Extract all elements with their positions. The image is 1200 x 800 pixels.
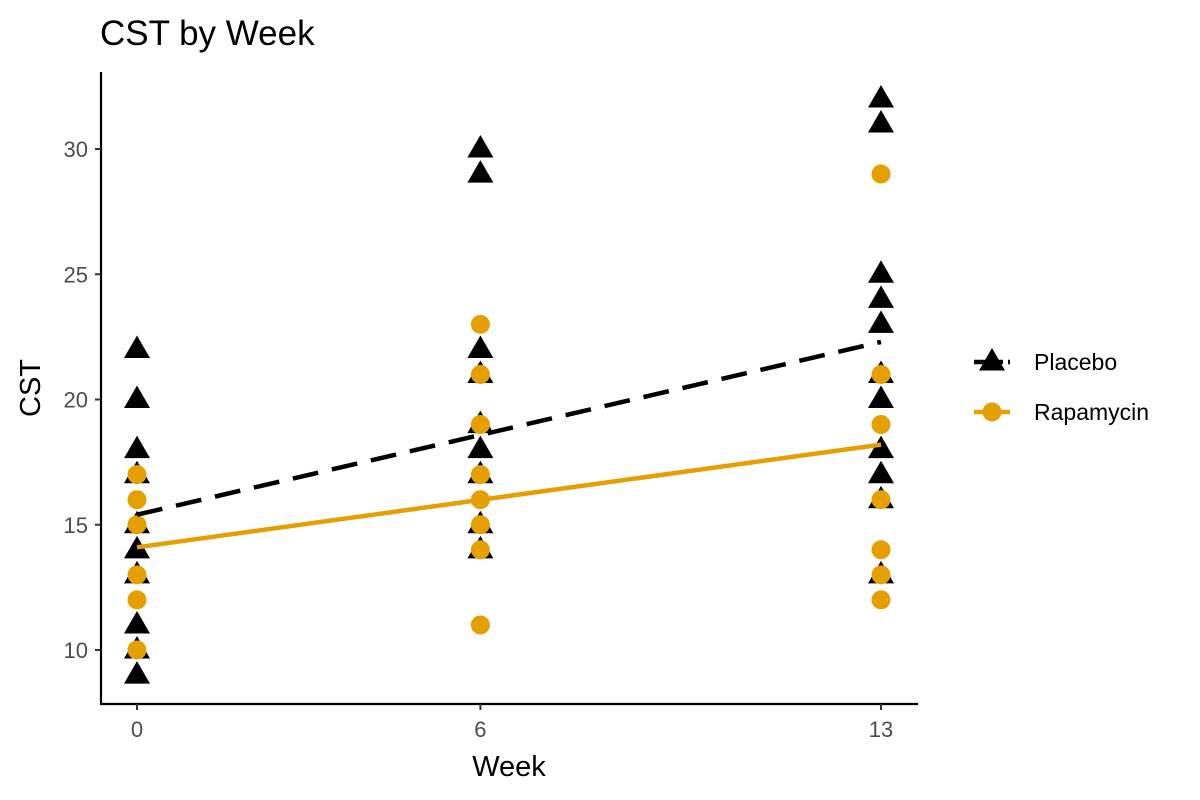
- data-point-placebo: [467, 135, 494, 158]
- data-point-rapamycin: [127, 640, 147, 660]
- legend: Placebo Rapamycin: [974, 348, 1149, 425]
- data-point-placebo: [868, 460, 894, 484]
- data-point-rapamycin: [127, 565, 147, 585]
- y-tick-label: 20: [64, 388, 88, 413]
- y-tick-label: 30: [64, 137, 88, 162]
- y-tick-label: 10: [64, 638, 88, 663]
- y-axis-ticks: 10 15 20 25 30: [64, 137, 101, 663]
- data-points: [124, 84, 894, 684]
- data-point-rapamycin: [871, 364, 891, 384]
- data-point-rapamycin: [470, 364, 490, 384]
- trend-line-rapamycin: [136, 442, 882, 550]
- data-point-rapamycin: [871, 415, 891, 435]
- data-point-rapamycin: [470, 615, 490, 635]
- y-tick-label: 25: [64, 262, 88, 287]
- data-point-rapamycin: [470, 415, 490, 435]
- data-point-placebo: [124, 435, 150, 459]
- data-point-placebo: [868, 109, 894, 133]
- data-point-rapamycin: [470, 314, 490, 334]
- data-point-rapamycin: [470, 465, 490, 485]
- data-point-placebo: [868, 310, 894, 333]
- data-point-rapamycin: [127, 590, 147, 610]
- legend-item-placebo: Placebo: [974, 348, 1117, 375]
- x-axis-title: Week: [472, 751, 546, 783]
- data-point-placebo: [868, 84, 894, 108]
- data-point-rapamycin: [871, 565, 891, 585]
- x-tick-label: 13: [869, 717, 893, 742]
- data-point-rapamycin: [871, 164, 891, 184]
- data-point-rapamycin: [127, 515, 147, 535]
- data-point-placebo: [868, 435, 894, 459]
- data-point-rapamycin: [470, 515, 490, 535]
- data-point-placebo: [868, 385, 894, 409]
- trend-line-placebo: [136, 339, 882, 517]
- data-point-rapamycin: [470, 540, 490, 560]
- x-axis-ticks: 0 6 13: [131, 704, 893, 742]
- legend-item-rapamycin: Rapamycin: [974, 399, 1149, 425]
- data-point-rapamycin: [871, 540, 891, 560]
- data-point-placebo: [467, 435, 494, 459]
- data-point-placebo: [868, 285, 894, 308]
- legend-key-marker: [979, 348, 1005, 371]
- y-axis-title: CST: [15, 359, 47, 417]
- data-point-placebo: [124, 661, 150, 684]
- data-point-rapamycin: [127, 490, 147, 510]
- data-point-placebo: [124, 385, 150, 409]
- chart-title: CST by Week: [100, 14, 315, 53]
- x-tick-label: 0: [131, 717, 143, 742]
- y-tick-label: 15: [64, 513, 88, 538]
- legend-label: Placebo: [1034, 349, 1117, 375]
- data-point-rapamycin: [871, 490, 891, 510]
- data-point-placebo: [124, 610, 150, 634]
- data-point-rapamycin: [127, 465, 147, 485]
- data-point-rapamycin: [871, 590, 891, 610]
- legend-key-marker: [982, 402, 1002, 422]
- data-point-placebo: [467, 335, 494, 358]
- data-point-placebo: [124, 335, 150, 358]
- data-point-placebo: [467, 160, 494, 183]
- legend-label: Rapamycin: [1034, 399, 1149, 425]
- trend-lines: [136, 339, 882, 550]
- plot-area: [124, 84, 894, 684]
- data-point-placebo: [868, 260, 894, 283]
- x-tick-label: 6: [474, 717, 486, 742]
